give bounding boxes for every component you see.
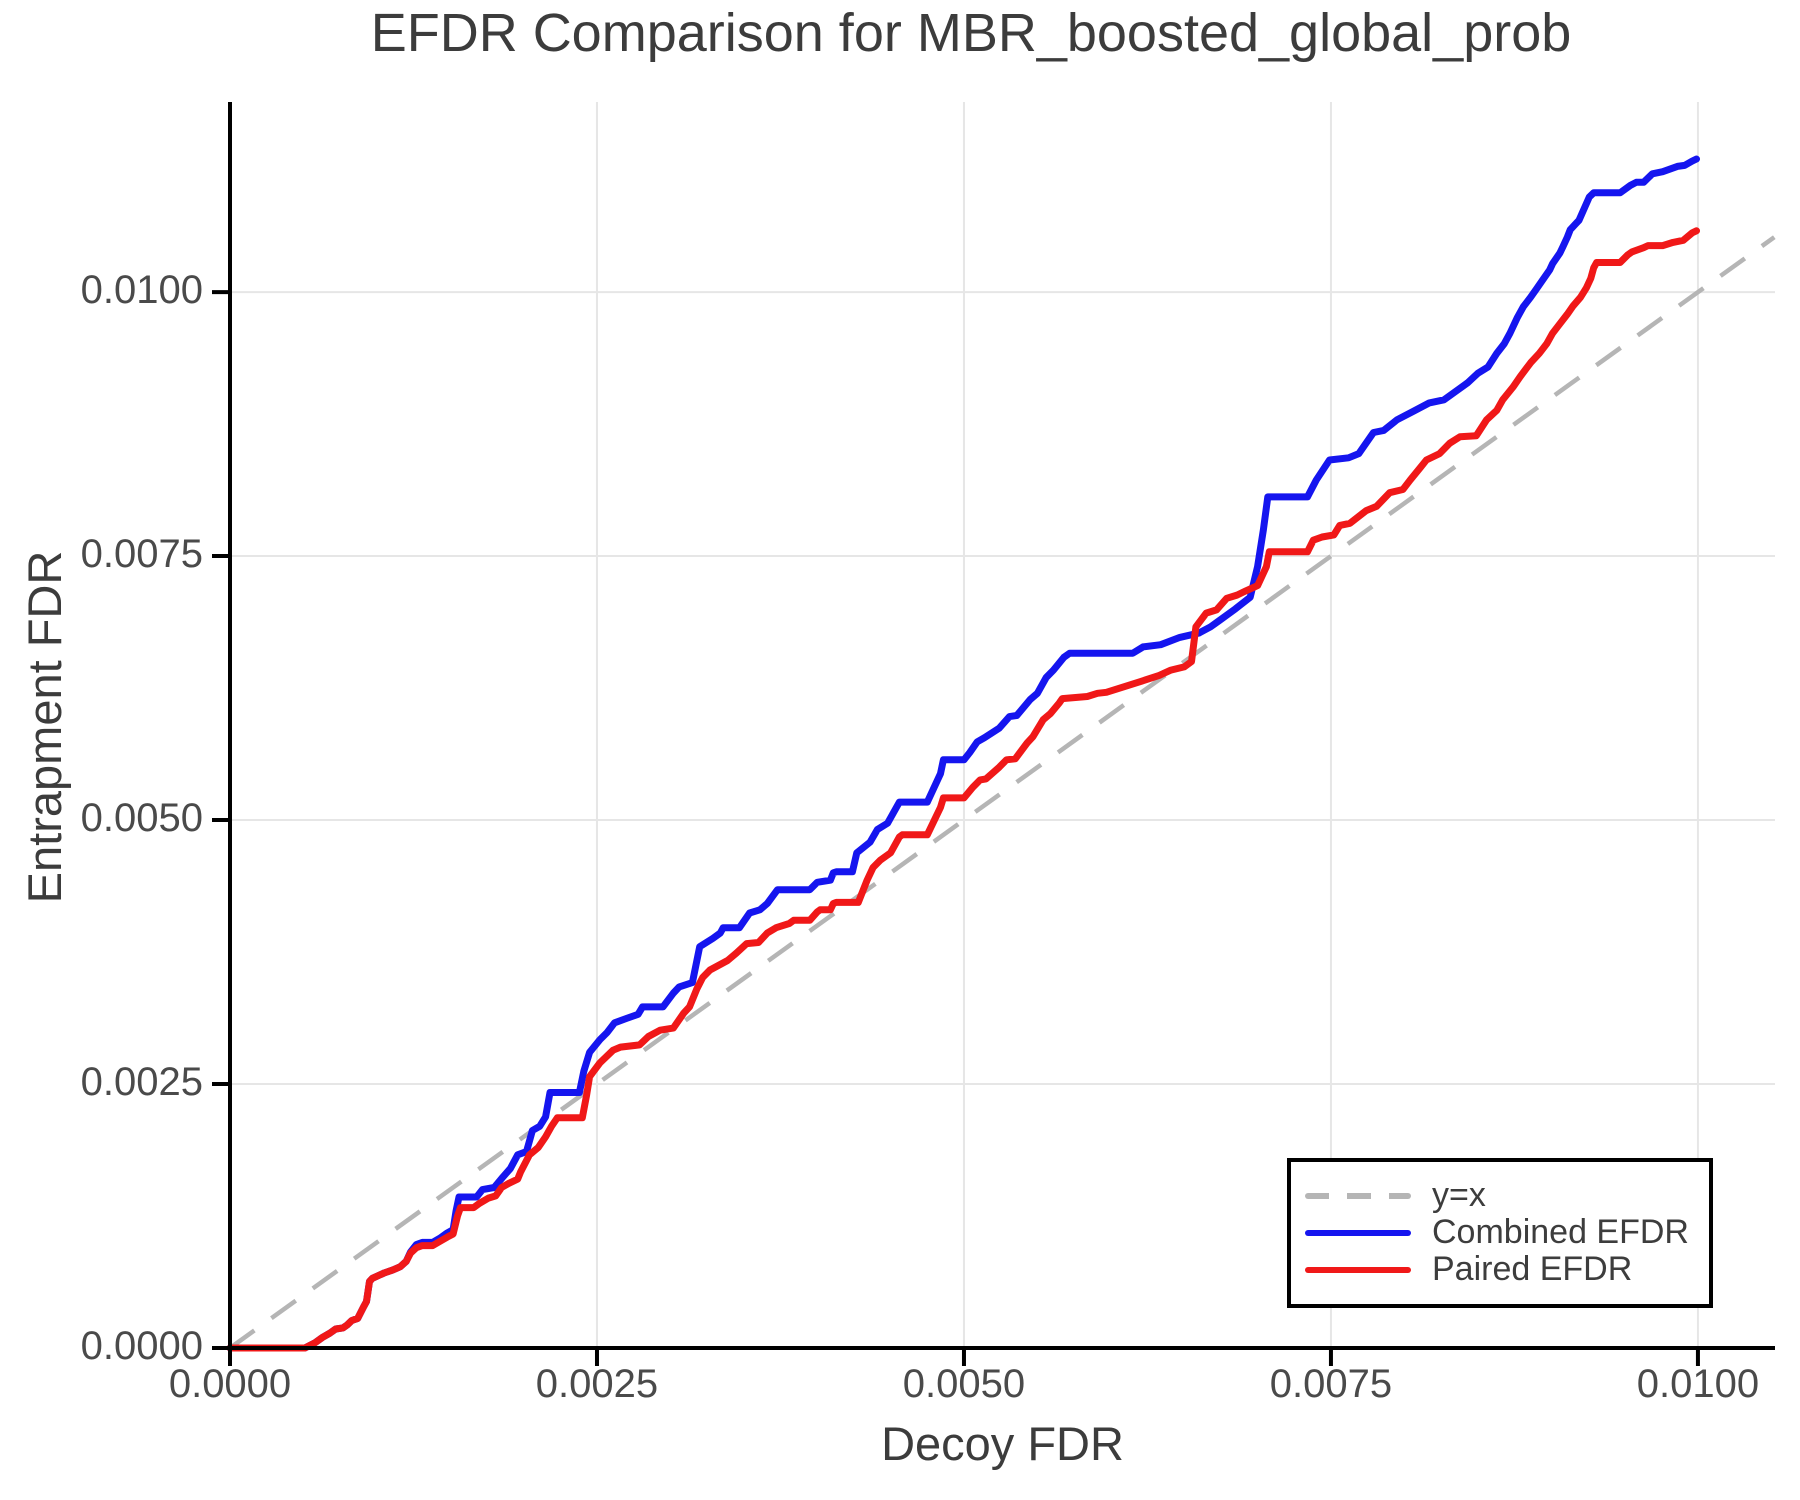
legend-label: Paired EFDR [1432,1250,1633,1288]
x-axis-title: Decoy FDR [881,1417,1124,1470]
y-tick-label: 0.0075 [80,532,203,577]
legend-item: y=x [1291,1176,1709,1214]
x-tick-label: 0.0050 [902,1362,1026,1406]
series-line-y-x [228,235,1776,1350]
x-tick-label: 0.0075 [1269,1362,1393,1406]
legend-label: y=x [1432,1176,1486,1214]
legend: y=x Combined EFDR Paired EFDR [1287,1158,1713,1308]
y-tick-label: 0.0100 [80,268,203,313]
legend-dashed-line-swatch [1305,1192,1411,1199]
legend-line-swatch [1305,1266,1411,1273]
y-tick-label: 0.0050 [80,796,203,841]
legend-line-swatch [1305,1229,1411,1236]
x-tick-label: 0.0000 [168,1362,292,1406]
y-axis-title: Entrapment FDR [18,550,71,904]
x-tick-label: 0.0100 [1636,1362,1760,1406]
legend-item: Combined EFDR [1291,1213,1709,1251]
chart-title: EFDR Comparison for MBR_boosted_global_p… [370,3,1572,63]
series-line-paired-efdr [226,227,1700,1352]
y-tick-label: 0.0025 [80,1060,203,1105]
legend-label: Combined EFDR [1432,1213,1689,1251]
legend-item: Paired EFDR [1291,1250,1709,1288]
y-tick-label: 0.0000 [80,1324,203,1368]
x-tick-label: 0.0025 [535,1362,659,1406]
